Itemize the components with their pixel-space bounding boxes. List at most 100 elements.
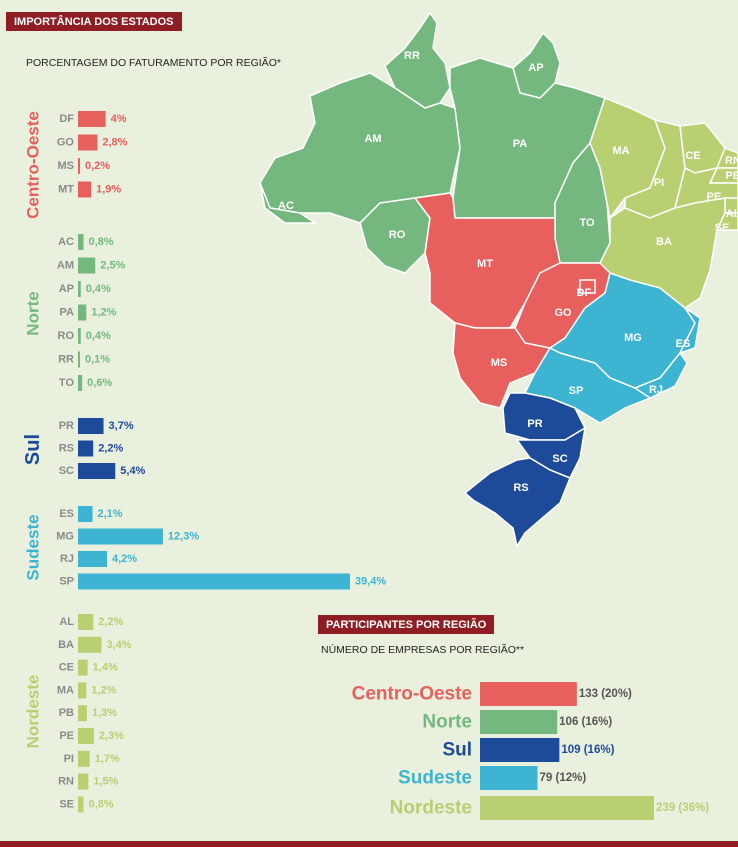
state-value-label: 1,4% <box>93 662 118 674</box>
bottom-bar <box>0 841 738 847</box>
state-bar <box>78 234 84 250</box>
state-value-label: 1,3% <box>92 707 117 719</box>
participant-bar <box>480 796 654 820</box>
state-value-label: 1,2% <box>91 307 116 319</box>
region-name-label: Norte <box>24 291 43 335</box>
participant-region-label: Sul <box>442 740 472 761</box>
state-code-label: PA <box>60 307 75 319</box>
state-value-label: 0,4% <box>86 283 111 295</box>
state-code-label: PB <box>59 707 74 719</box>
state-code-label: GO <box>57 137 75 149</box>
state-code-label: BA <box>58 639 74 651</box>
state-bar <box>78 551 107 567</box>
state-value-label: 2,2% <box>98 443 123 455</box>
state-bar <box>78 659 88 676</box>
state-label-ms: MS <box>491 357 508 369</box>
state-code-label: MG <box>56 531 74 543</box>
state-label-ma: MA <box>612 145 629 157</box>
state-label-sc: SC <box>552 453 567 465</box>
state-label-mg: MG <box>624 332 642 344</box>
chart-subtitle: PORCENTAGEM DO FATURAMENTO POR REGIÃO* <box>26 57 281 69</box>
state-bar <box>78 636 102 653</box>
state-label-sp: SP <box>569 385 584 397</box>
state-code-label: AM <box>57 260 74 272</box>
state-value-label: 2,3% <box>99 730 124 742</box>
state-bar <box>78 463 116 479</box>
state-value-label: 1,9% <box>96 184 121 196</box>
state-label-pa: PA <box>513 138 528 150</box>
state-code-label: PE <box>59 730 74 742</box>
region-group-1: Norte AC 0,8% AM 2,5% AP 0,4% PA 1,2% RO 0,4% RR 0,1… <box>24 234 126 391</box>
state-value-label: 0,4% <box>86 330 111 342</box>
map-state-es <box>678 307 701 355</box>
state-value-label: 0,8% <box>89 798 114 810</box>
state-label-pe: PE <box>707 191 722 203</box>
region-name-label: Sul <box>22 434 44 465</box>
map-state-am <box>259 72 461 224</box>
state-bar <box>78 134 98 151</box>
state-bar <box>78 573 350 590</box>
state-label-se: SE <box>715 222 730 234</box>
state-bar <box>78 440 94 457</box>
map-state-rn <box>715 147 738 169</box>
state-bar <box>78 181 92 198</box>
participant-value-label: 133 (20%) <box>579 688 632 700</box>
state-label-pb: PB <box>725 170 738 182</box>
state-code-label: MS <box>58 160 75 172</box>
state-value-label: 2,5% <box>100 260 125 272</box>
participant-region-label: Sudeste <box>398 768 472 789</box>
participant-region-label: Norte <box>422 712 472 733</box>
state-value-label: 0,1% <box>85 354 110 366</box>
state-value-label: 0,6% <box>87 377 112 389</box>
state-label-es: ES <box>676 338 691 350</box>
state-value-label: 0,2% <box>85 160 110 172</box>
state-bar <box>78 614 94 630</box>
state-label-am: AM <box>364 133 381 145</box>
state-bar <box>78 304 87 321</box>
state-label-rn: RN <box>725 155 738 167</box>
state-value-label: 0,8% <box>89 236 114 248</box>
participant-bar <box>480 710 558 734</box>
state-code-label: CE <box>59 662 74 674</box>
state-value-label: 4% <box>111 113 127 125</box>
participant-value-label: 79 (12%) <box>540 772 587 784</box>
state-code-label: MA <box>57 684 74 696</box>
state-label-rs: RS <box>513 482 528 494</box>
participant-bar <box>480 766 538 790</box>
state-code-label: PR <box>59 420 74 432</box>
state-value-label: 4,2% <box>112 553 137 565</box>
state-bar <box>78 728 94 744</box>
region-group-3: Sudeste ES 2,1% MG 12,3% RJ 4,2% SP 39,4% <box>24 506 386 590</box>
participant-bar <box>480 682 577 706</box>
state-value-label: 2,8% <box>102 137 127 149</box>
state-code-label: ES <box>59 508 74 520</box>
state-value-label: 1,2% <box>91 684 116 696</box>
participant-bar <box>480 738 560 762</box>
state-label-go: GO <box>554 307 572 319</box>
state-label-ap: AP <box>528 62 543 74</box>
state-bar <box>78 705 87 722</box>
state-value-label: 12,3% <box>168 531 199 543</box>
state-code-label: SE <box>59 798 74 810</box>
state-bar <box>78 418 104 434</box>
state-value-label: 39,4% <box>355 576 386 588</box>
state-value-label: 3,7% <box>109 420 134 432</box>
map-state-ac <box>259 182 318 224</box>
state-label-to: TO <box>579 217 595 229</box>
map-state-rs <box>463 457 571 548</box>
state-label-al: AL <box>726 208 738 220</box>
state-label-rr: RR <box>404 50 420 62</box>
state-bar <box>78 257 96 274</box>
region-name-label: Sudeste <box>24 514 43 580</box>
state-label-mt: MT <box>477 258 493 270</box>
state-code-label: RJ <box>60 553 74 565</box>
state-bar <box>78 528 163 545</box>
state-bar <box>78 750 90 767</box>
participant-value-label: 239 (36%) <box>656 802 709 814</box>
state-code-label: RO <box>58 330 75 342</box>
state-value-label: 1,7% <box>95 753 120 765</box>
